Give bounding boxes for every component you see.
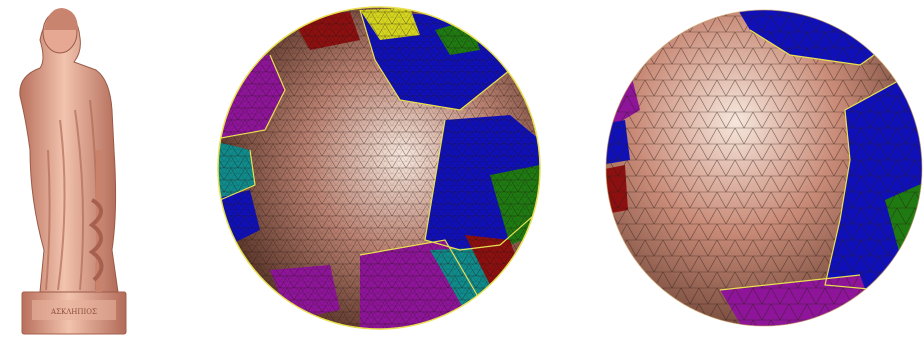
statue-body	[19, 11, 119, 293]
sphere-outline	[605, 9, 923, 327]
disk-parameterization-panel	[210, 0, 560, 347]
statue-staff	[96, 150, 102, 292]
disk-render	[217, 6, 541, 330]
sphere-parameterization-panel	[600, 0, 924, 347]
sphere-render	[605, 9, 923, 327]
statue-render: ΑΣΚΛΗΠΙΟΣ	[19, 8, 127, 335]
pedestal-inscription: ΑΣΚΛΗΠΙΟΣ	[50, 308, 97, 316]
statue-panel: ΑΣΚΛΗΠΙΟΣ	[0, 0, 140, 347]
disk-boundary	[217, 6, 541, 330]
